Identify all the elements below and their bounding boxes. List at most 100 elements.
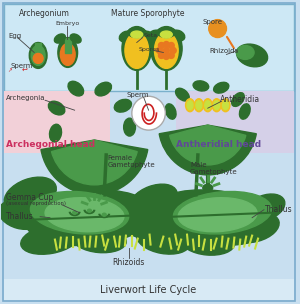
Text: Male
Gametophyte: Male Gametophyte [190,162,238,175]
Ellipse shape [68,81,84,96]
Circle shape [158,43,164,48]
Text: Sperm: Sperm [127,92,149,98]
Ellipse shape [70,34,81,43]
Ellipse shape [239,104,250,119]
Ellipse shape [31,46,45,65]
Ellipse shape [130,184,177,216]
Ellipse shape [50,124,61,142]
Text: (asexual reproduction): (asexual reproduction) [6,201,66,206]
Ellipse shape [173,192,272,234]
FancyBboxPatch shape [176,91,293,153]
Ellipse shape [214,82,229,93]
Ellipse shape [136,225,190,254]
Circle shape [209,19,226,37]
Ellipse shape [134,191,173,219]
Ellipse shape [72,226,126,253]
Ellipse shape [194,99,203,112]
Ellipse shape [45,198,124,232]
Circle shape [164,47,169,54]
Wedge shape [159,125,256,175]
Text: Antheridia: Antheridia [220,95,260,104]
Ellipse shape [231,213,279,243]
Text: Egg: Egg [9,33,22,39]
Text: Rhizoids: Rhizoids [210,48,239,54]
Wedge shape [52,140,137,185]
Text: Spores: Spores [139,47,160,53]
Ellipse shape [4,177,56,212]
Text: Female
Gametophyte: Female Gametophyte [107,155,155,168]
Text: Thallus: Thallus [265,205,292,214]
Ellipse shape [48,101,65,115]
Circle shape [168,43,174,48]
Ellipse shape [151,26,182,70]
Ellipse shape [114,99,131,112]
Ellipse shape [203,184,213,191]
Text: Archegonial head: Archegonial head [6,140,95,149]
Circle shape [157,47,162,54]
Text: Liverwort Life Cycle: Liverwort Life Cycle [100,285,197,295]
Ellipse shape [160,31,172,38]
Ellipse shape [196,101,202,110]
Ellipse shape [124,118,136,136]
Ellipse shape [223,101,228,110]
Ellipse shape [205,101,211,110]
FancyBboxPatch shape [4,279,293,300]
Ellipse shape [88,209,92,212]
Ellipse shape [122,26,152,70]
Text: Mature Sporophyte: Mature Sporophyte [111,9,184,18]
FancyBboxPatch shape [3,3,295,301]
Ellipse shape [221,99,230,112]
Ellipse shape [125,33,148,68]
Circle shape [164,42,169,47]
Ellipse shape [212,99,221,112]
FancyBboxPatch shape [35,43,41,58]
Ellipse shape [54,34,65,43]
FancyBboxPatch shape [64,37,72,55]
Text: $\hookleftarrow$: $\hookleftarrow$ [20,65,29,73]
FancyBboxPatch shape [65,37,71,54]
Ellipse shape [187,101,193,110]
Ellipse shape [120,210,168,240]
Ellipse shape [73,211,76,214]
Text: ↗: ↗ [8,68,12,73]
Ellipse shape [89,203,99,210]
Ellipse shape [95,82,112,96]
Ellipse shape [203,99,212,112]
Ellipse shape [0,200,42,230]
FancyBboxPatch shape [4,4,293,91]
Text: Sperm: Sperm [11,64,33,69]
Text: Thallus: Thallus [6,212,33,221]
Ellipse shape [102,213,106,216]
Text: Embryo: Embryo [55,21,79,26]
Ellipse shape [29,43,47,68]
Text: Seta: Seta [144,33,158,38]
Ellipse shape [30,192,129,234]
Ellipse shape [165,104,176,119]
Ellipse shape [245,194,285,221]
Ellipse shape [186,99,194,112]
Ellipse shape [131,31,143,38]
Text: Spore: Spore [203,19,223,25]
Ellipse shape [21,225,79,254]
Ellipse shape [154,33,178,68]
Circle shape [158,53,164,58]
FancyBboxPatch shape [34,43,42,60]
Text: Rhizoids: Rhizoids [113,257,145,267]
Ellipse shape [236,46,254,59]
Wedge shape [41,140,148,195]
Ellipse shape [176,88,189,101]
Wedge shape [170,125,246,165]
Text: Gemma Cup: Gemma Cup [6,193,53,202]
Ellipse shape [214,101,220,110]
Circle shape [168,53,174,58]
Circle shape [164,54,169,59]
Circle shape [170,47,176,54]
Ellipse shape [178,198,257,232]
Ellipse shape [148,30,161,41]
Ellipse shape [158,28,175,37]
Ellipse shape [149,190,277,246]
Ellipse shape [58,37,78,67]
Ellipse shape [193,81,209,91]
FancyBboxPatch shape [4,91,110,153]
Circle shape [132,96,165,130]
